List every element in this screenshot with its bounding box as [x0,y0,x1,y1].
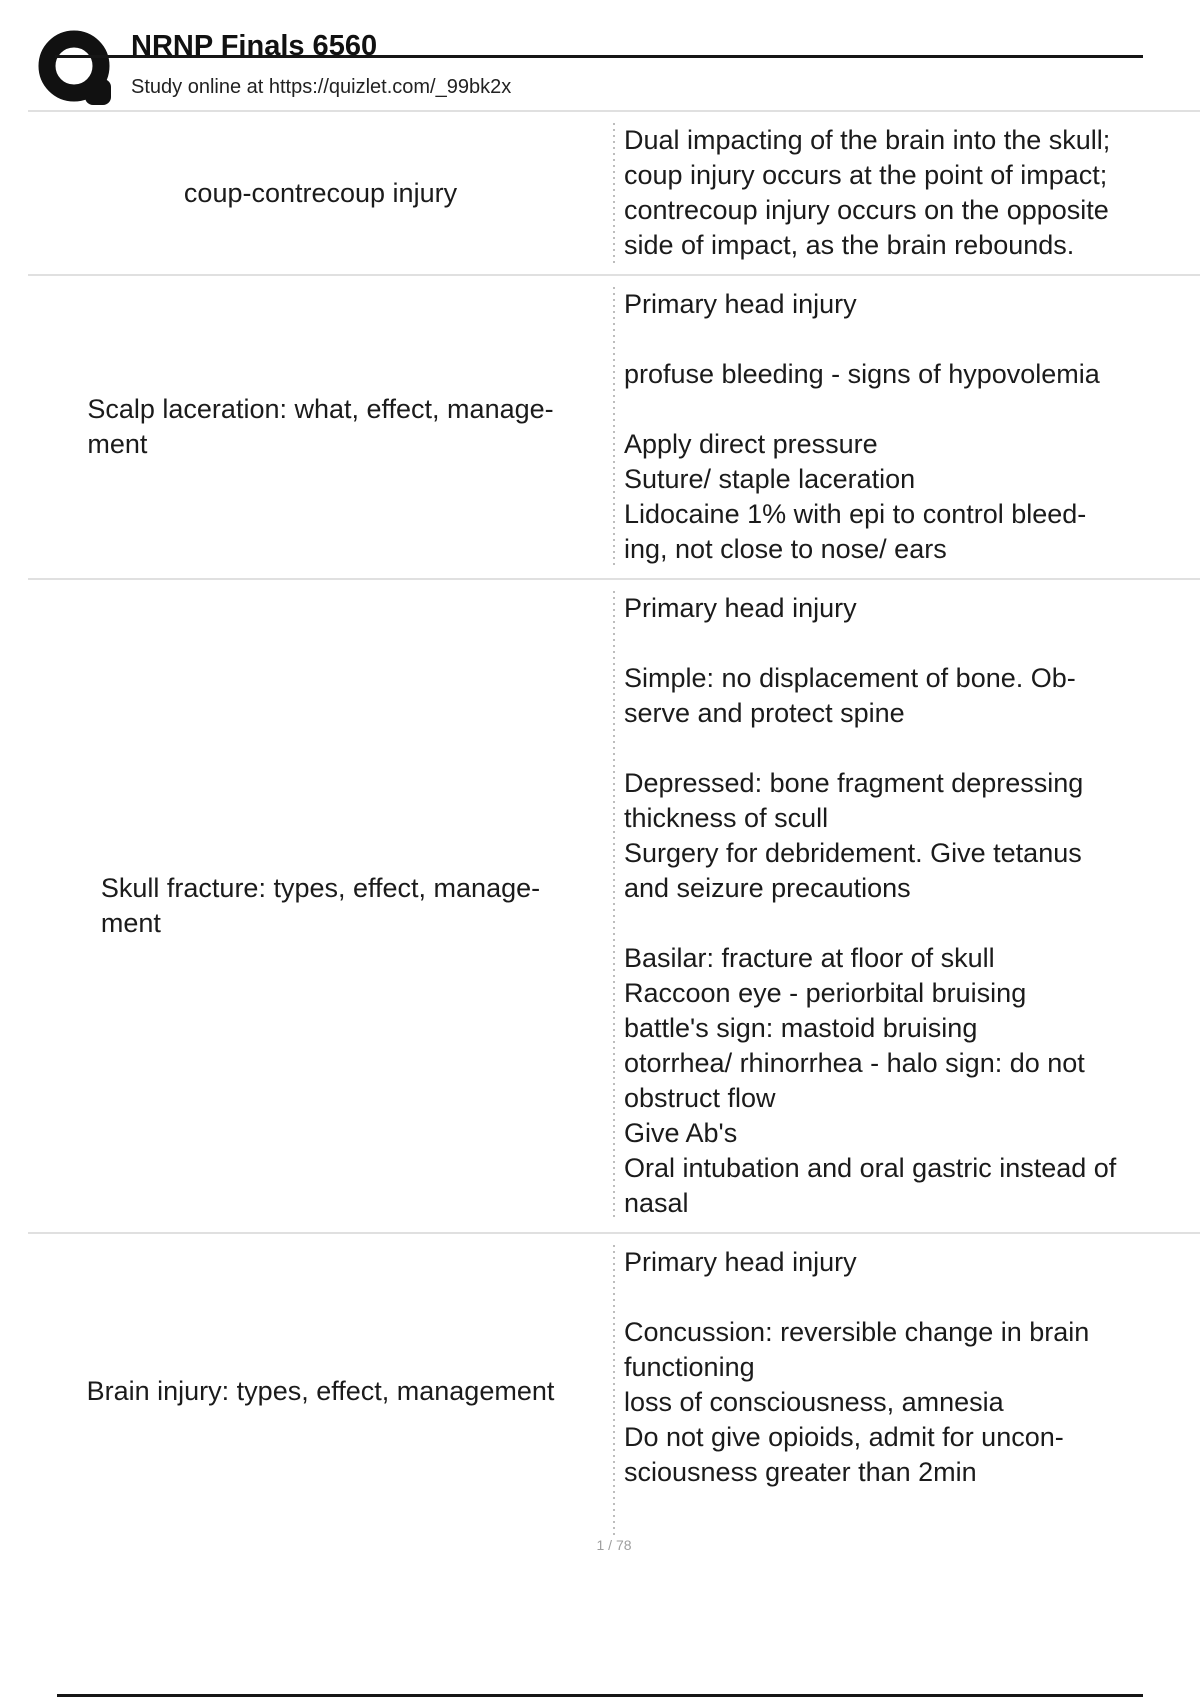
next-page-rule [57,1694,1143,1697]
quizlet-q-logo-icon [38,30,111,105]
term-text: Skull fracture: types, effect, manage- m… [100,873,541,938]
column-divider [613,123,615,263]
definition-cell: Dual impacting of the brain into the sku… [615,112,1200,274]
title-rule [55,55,1143,58]
term-cell: coup-contrecoup injury [28,112,613,274]
term-text: Brain injury: types, effect, management [86,1375,555,1406]
definition-text: Primary head injury Concussion: reversib… [624,1247,1090,1487]
page-indicator: 1 / 78 [596,1537,632,1553]
definition-cell: Primary head injury Concussion: reversib… [615,1234,1200,1548]
column-divider [613,591,615,1221]
term-text: Scalp laceration: what, effect, manage- … [87,394,554,459]
definition-cell: Primary head injury profuse bleeding - s… [615,276,1200,578]
flashcard-table: coup-contrecoup injury Dual impacting of… [28,112,1200,1548]
page-header: NRNP Finals 6560 Study online at https:/… [0,0,1200,112]
card-row: Brain injury: types, effect, management … [28,1232,1200,1548]
column-divider [613,1245,615,1537]
column-divider [613,287,615,567]
term-cell: Brain injury: types, effect, management [28,1234,613,1548]
definition-text: Primary head injury profuse bleeding - s… [624,289,1100,564]
card-row: coup-contrecoup injury Dual impacting of… [28,112,1200,274]
definition-cell: Primary head injury Simple: no displacem… [615,580,1200,1232]
header-divider [28,110,1200,112]
page-title: NRNP Finals 6560 [131,30,378,62]
study-online-link: Study online at https://quizlet.com/_99b… [131,76,512,98]
term-cell: Skull fracture: types, effect, manage- m… [28,580,613,1232]
card-row: Skull fracture: types, effect, manage- m… [28,578,1200,1232]
definition-text: Dual impacting of the brain into the sku… [624,125,1111,260]
definition-text: Primary head injury Simple: no displacem… [624,593,1117,1218]
term-text: coup-contrecoup injury [183,177,458,208]
term-cell: Scalp laceration: what, effect, manage- … [28,276,613,578]
card-row: Scalp laceration: what, effect, manage- … [28,274,1200,578]
